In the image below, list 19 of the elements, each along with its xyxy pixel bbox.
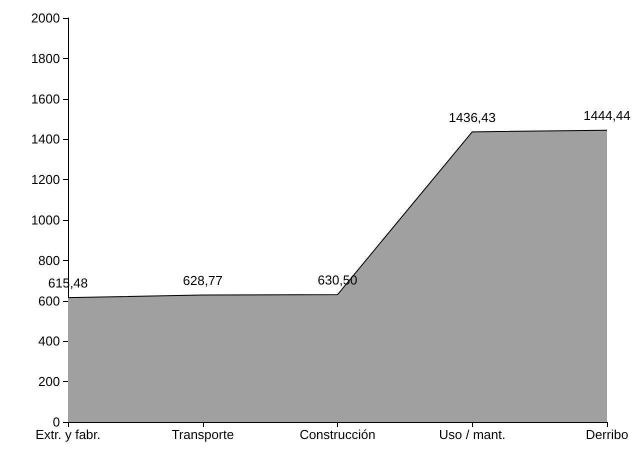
y-tick-label: 200 [38,374,60,390]
data-label: 628,77 [182,272,223,288]
y-tick-label: 1600 [31,91,60,106]
y-tick-label: 1000 [31,212,60,228]
y-tick-label: 1400 [31,132,60,147]
x-tick-label: Transporte [172,427,234,442]
y-tick-label: 1200 [31,172,60,188]
x-tick-label: Extr. y fabr. [35,427,101,442]
y-tick-label: 1800 [31,50,60,66]
data-label: 1436,43 [448,110,496,125]
x-tick-label: Uso / mant. [439,427,506,442]
y-tick-label: 800 [38,252,60,268]
y-tick-label: 0 [52,414,60,430]
x-tick-label: Construcción [300,427,376,442]
data-label: 1444,44 [584,108,630,124]
y-tick-label: 2000 [31,10,60,26]
y-tick-label: 400 [38,334,60,349]
x-tick-label: Derribo [586,427,628,442]
y-tick-label: 600 [38,293,60,308]
